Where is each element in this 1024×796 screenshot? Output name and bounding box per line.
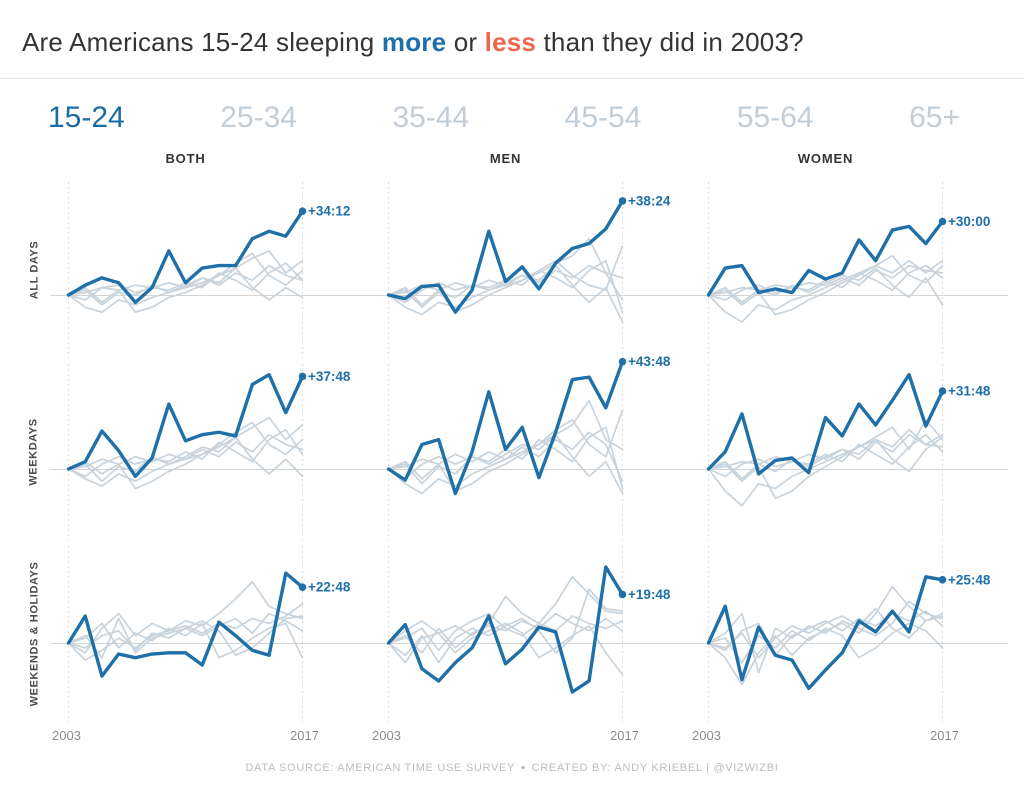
highlight-line-15-24 bbox=[66, 372, 305, 479]
column-header-both: BOTH bbox=[165, 151, 206, 166]
x-axis-end-label: 2017 bbox=[930, 728, 959, 743]
line-end-dot bbox=[298, 372, 307, 381]
highlight-line-15-24 bbox=[706, 575, 945, 691]
line-end-value-label: +31:48 bbox=[948, 384, 991, 399]
footer-created-by: CREATED BY: ANDY KRIEBEL | @VIZWIZBI bbox=[531, 762, 779, 774]
line-end-value-label: +22:48 bbox=[308, 580, 351, 595]
title-text-1: Are Americans 15-24 sleeping bbox=[22, 27, 382, 57]
x-axis-start-label: 2003 bbox=[52, 728, 81, 743]
page-title: Are Americans 15-24 sleeping more or les… bbox=[0, 0, 1024, 58]
line-end-value-label: +38:24 bbox=[628, 193, 671, 208]
line-chart-weekdays-women: +31:48 bbox=[706, 364, 991, 540]
line-end-dot bbox=[938, 575, 947, 584]
footer-bullet: • bbox=[521, 762, 526, 774]
line-end-dot bbox=[938, 387, 947, 395]
chart-row-all-days: ALL DAYS +34:12 +38:24 +30:00 bbox=[0, 182, 1024, 358]
highlight-line-15-24 bbox=[386, 199, 625, 314]
chart-panel: +22:48 bbox=[66, 546, 351, 722]
line-chart-weekends-holidays-both: +22:48 bbox=[66, 546, 351, 722]
chart-panel: +38:24 bbox=[386, 182, 671, 358]
x-axis-start-label: 2003 bbox=[372, 728, 401, 743]
column-header-men: MEN bbox=[489, 151, 522, 166]
tab-25-34[interactable]: 25-34 bbox=[220, 101, 297, 134]
chart-panel: +37:48 bbox=[66, 364, 351, 540]
x-axis-col-both: 2003 2017 bbox=[52, 728, 319, 750]
title-word-more: more bbox=[381, 27, 447, 57]
tab-45-54[interactable]: 45-54 bbox=[564, 101, 642, 134]
row-label-all-days: ALL DAYS bbox=[28, 240, 40, 300]
line-end-value-label: +25:48 bbox=[948, 572, 991, 587]
age-group-tabs: 15-24 25-34 35-44 45-54 55-64 65+ bbox=[0, 79, 1024, 135]
line-chart-all-days-men: +38:24 bbox=[386, 182, 671, 358]
row-label-weekdays: WEEKDAYS bbox=[27, 418, 40, 486]
x-axis-start-label: 2003 bbox=[692, 728, 721, 743]
line-end-dot bbox=[618, 197, 627, 205]
chart-row-weekends-holidays: WEEKENDS & HOLIDAYS +22:48 +19:48 +25:48 bbox=[0, 546, 1024, 722]
line-end-dot bbox=[938, 217, 947, 226]
line-chart-weekends-holidays-men: +19:48 bbox=[386, 546, 671, 722]
row-label-weekends-holidays: WEEKENDS & HOLIDAYS bbox=[28, 561, 41, 707]
highlight-line-15-24 bbox=[386, 359, 625, 496]
chart-panel: +31:48 bbox=[706, 364, 991, 540]
zero-baseline bbox=[50, 469, 1008, 470]
title-text-3: than they did in 2003? bbox=[536, 27, 804, 57]
footer-credit: DATA SOURCE: AMERICAN TIME USE SURVEY • CR… bbox=[0, 762, 1024, 774]
line-end-dot bbox=[298, 583, 307, 591]
line-end-dot bbox=[618, 357, 627, 366]
line-end-value-label: +37:48 bbox=[308, 369, 351, 384]
line-end-value-label: +34:12 bbox=[308, 204, 350, 219]
tab-15-24[interactable]: 15-24 bbox=[48, 101, 125, 134]
line-end-dot bbox=[618, 590, 627, 599]
highlight-line-15-24 bbox=[66, 571, 305, 678]
line-end-value-label: +43:48 bbox=[628, 354, 671, 369]
highlight-line-15-24 bbox=[386, 565, 625, 694]
title-divider bbox=[0, 78, 1024, 79]
x-axis-end-label: 2017 bbox=[290, 728, 319, 743]
highlight-line-15-24 bbox=[706, 219, 945, 297]
chart-panel: +19:48 bbox=[386, 546, 671, 722]
column-header-women: WOMEN bbox=[797, 151, 854, 166]
footer-source: DATA SOURCE: AMERICAN TIME USE SURVEY bbox=[245, 762, 516, 774]
line-chart-weekdays-both: +37:48 bbox=[66, 364, 351, 540]
chart-panel: +25:48 bbox=[706, 546, 991, 722]
x-axis-col-women: 2003 2017 bbox=[692, 728, 959, 750]
zero-baseline bbox=[50, 295, 1008, 296]
tab-55-64[interactable]: 55-64 bbox=[736, 101, 814, 134]
column-headers: BOTH MEN WOMEN bbox=[0, 151, 1024, 176]
line-end-dot bbox=[298, 207, 307, 216]
chart-panel: +43:48 bbox=[386, 354, 671, 540]
line-chart-all-days-both: +34:12 bbox=[66, 182, 350, 358]
chart-panel: +30:00 bbox=[706, 182, 990, 358]
chart-panel: +34:12 bbox=[66, 182, 350, 358]
tab-65-[interactable]: 65+ bbox=[909, 101, 960, 134]
line-chart-all-days-women: +30:00 bbox=[706, 182, 990, 358]
title-word-less: less bbox=[484, 27, 537, 57]
title-text-2: or bbox=[446, 27, 485, 57]
highlight-line-15-24 bbox=[706, 372, 945, 476]
line-end-value-label: +19:48 bbox=[628, 587, 671, 602]
highlight-line-15-24 bbox=[66, 209, 305, 305]
tab-35-44[interactable]: 35-44 bbox=[392, 101, 470, 134]
line-end-value-label: +30:00 bbox=[948, 214, 990, 229]
line-chart-weekdays-men: +43:48 bbox=[386, 354, 671, 540]
chart-row-weekdays: WEEKDAYS +37:48 +43:48 +31:48 bbox=[0, 354, 1024, 540]
x-axis-labels: 2003 2017 2003 2017 2003 2017 bbox=[0, 728, 1024, 750]
x-axis-col-men: 2003 2017 bbox=[372, 728, 639, 750]
line-chart-weekends-holidays-women: +25:48 bbox=[706, 546, 991, 722]
x-axis-end-label: 2017 bbox=[610, 728, 639, 743]
